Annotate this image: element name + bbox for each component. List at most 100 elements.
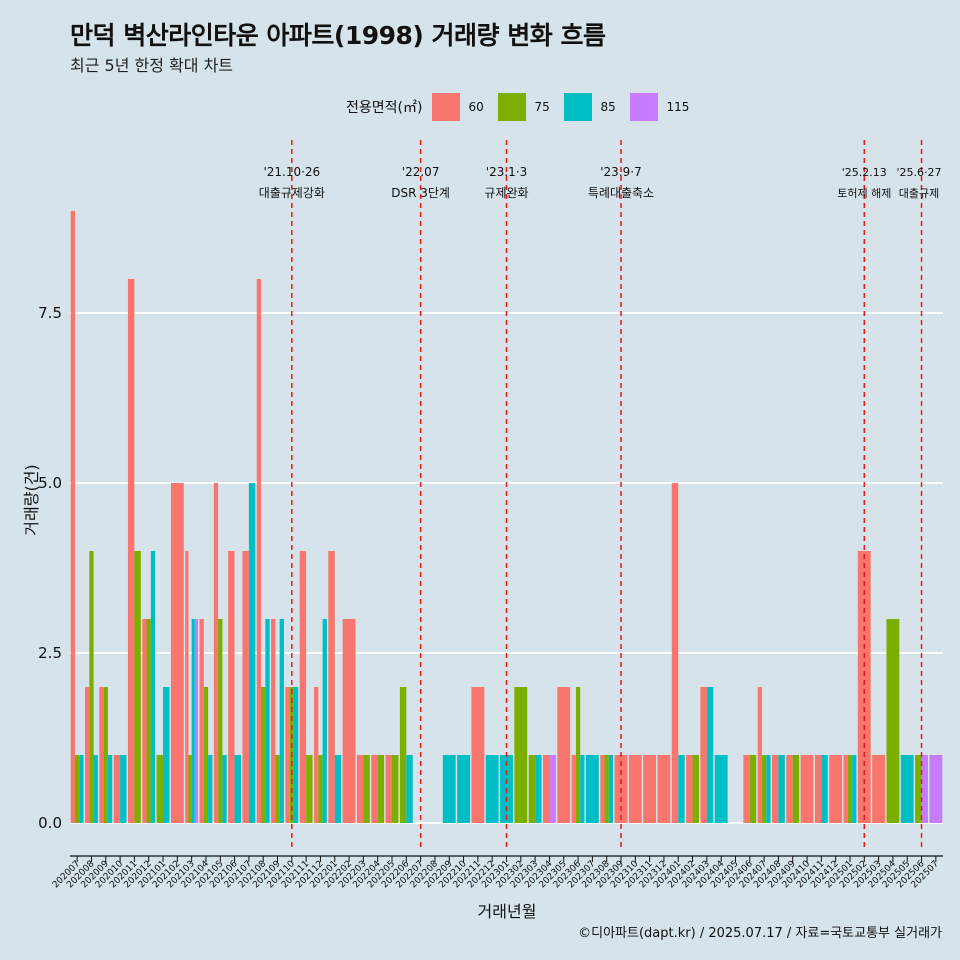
bar-202105-85 — [222, 755, 227, 823]
bar-202107-60 — [242, 551, 249, 823]
bar-202402-75 — [692, 755, 699, 823]
bar-202007-60 — [70, 211, 76, 823]
bar-202206-75 — [399, 687, 407, 823]
chart-title: 만덕 벽산라인타운 아파트(1998) 거래량 변화 흐름 — [70, 21, 606, 50]
event-date-label: '25.6·27 — [896, 166, 941, 179]
bar-202010-85 — [120, 755, 127, 823]
legend-swatch-85 — [564, 93, 593, 121]
bar-202403-60 — [700, 687, 707, 823]
legend-swatch-115 — [630, 93, 659, 121]
y-tick-label: 5.0 — [38, 474, 62, 492]
bar-202302-75 — [514, 687, 528, 823]
bar-202308-60 — [600, 755, 605, 823]
bar-202012-75 — [146, 619, 151, 823]
bar-202104-85 — [208, 755, 213, 823]
bar-202506-115 — [921, 755, 928, 823]
bar-202306-75 — [575, 687, 581, 823]
bar-202107-85 — [248, 483, 256, 823]
bar-202401-85 — [678, 755, 685, 823]
bar-202102-60 — [170, 483, 184, 823]
event-date-label: '21.10·26 — [263, 165, 320, 179]
y-tick-label: 2.5 — [38, 644, 62, 662]
bar-202202-60 — [342, 619, 356, 823]
legend-title: 전용면적(㎡) — [346, 100, 423, 116]
legend-label-60: 60 — [468, 100, 484, 114]
bar-202112-75 — [318, 755, 323, 823]
bar-202011-75 — [134, 551, 141, 823]
legend-label-75: 75 — [534, 100, 550, 114]
event-description-label: 특례대출축소 — [588, 186, 654, 200]
bar-202407-75 — [761, 755, 767, 823]
bar-202109-75 — [275, 755, 280, 823]
bar-202305-60 — [557, 687, 571, 823]
x-axis-label: 거래년월 — [477, 902, 537, 921]
legend-label-115: 115 — [666, 100, 690, 114]
event-description-label: DSR 3단계 — [391, 186, 450, 200]
legend-swatch-75 — [498, 93, 527, 121]
bar-202012-60 — [142, 619, 147, 823]
bar-202105-75 — [218, 619, 223, 823]
bar-202209-85 — [442, 755, 456, 823]
bar-202505-85 — [900, 755, 914, 823]
bar-202401-60 — [671, 483, 679, 823]
bar-202211-60 — [471, 687, 485, 823]
bar-202506-75 — [915, 755, 922, 823]
bar-202008-85 — [93, 755, 98, 823]
bar-202311-60 — [643, 755, 657, 823]
event-description-label: 규제완화 — [484, 186, 528, 200]
bar-202101-85 — [163, 687, 170, 823]
bar-202108-75 — [261, 687, 266, 823]
event-date-label: '22.07 — [402, 165, 440, 179]
bar-202009-60 — [99, 687, 104, 823]
y-tick-label: 7.5 — [38, 304, 62, 322]
bar-202306-85 — [580, 755, 585, 823]
bar-202010-60 — [113, 755, 121, 823]
bar-202403-85 — [706, 687, 714, 823]
chart-subtitle: 최근 5년 한정 확대 차트 — [70, 56, 234, 75]
bar-202407-60 — [757, 687, 762, 823]
legend-swatch-60 — [432, 93, 461, 121]
bar-202412-60 — [829, 755, 843, 823]
bar-202007-75 — [75, 755, 80, 823]
bar-202501-60 — [843, 755, 848, 823]
bar-202402-60 — [686, 755, 693, 823]
bar-202111-60 — [299, 551, 307, 823]
bar-202111-75 — [306, 755, 313, 823]
y-axis-label: 거래량(건) — [22, 464, 41, 536]
bar-202312-60 — [657, 755, 671, 823]
bar-202303-85 — [535, 755, 542, 823]
bar-202308-85 — [608, 755, 614, 823]
y-tick-label: 0.0 — [38, 814, 62, 832]
bar-202303-75 — [528, 755, 536, 823]
bar-202205-75 — [392, 755, 399, 823]
bar-202212-85 — [485, 755, 499, 823]
event-date-label: '23.1·3 — [486, 165, 527, 179]
legend-item-60: 60 — [432, 93, 484, 121]
bar-202308-75 — [604, 755, 609, 823]
bar-202009-85 — [107, 755, 113, 823]
bar-202203-75 — [363, 755, 370, 823]
bar-202408-85 — [778, 755, 785, 823]
bar-202108-85 — [265, 619, 270, 823]
bar-202008-60 — [85, 687, 90, 823]
bar-202504-75 — [886, 619, 900, 823]
bar-202105-60 — [213, 483, 219, 823]
bar-202007-85 — [79, 755, 84, 823]
bar-202103-60 — [185, 551, 189, 823]
bar-202409-60 — [786, 755, 793, 823]
bar-202106-60 — [228, 551, 235, 823]
bar-202502-60 — [857, 551, 871, 823]
event-description-label: 대출규제강화 — [259, 186, 325, 200]
bar-202112-60 — [314, 687, 319, 823]
bar-202009-75 — [103, 687, 108, 823]
bar-202204-60 — [371, 755, 378, 823]
bar-202108-60 — [256, 279, 262, 823]
legend-item-115: 115 — [630, 93, 689, 121]
bar-202411-85 — [821, 755, 828, 823]
event-date-label: '23.9·7 — [600, 165, 641, 179]
bar-202410-60 — [800, 755, 814, 823]
bar-202205-60 — [385, 755, 393, 823]
bar-202101-75 — [156, 755, 164, 823]
legend-item-85: 85 — [564, 93, 616, 121]
